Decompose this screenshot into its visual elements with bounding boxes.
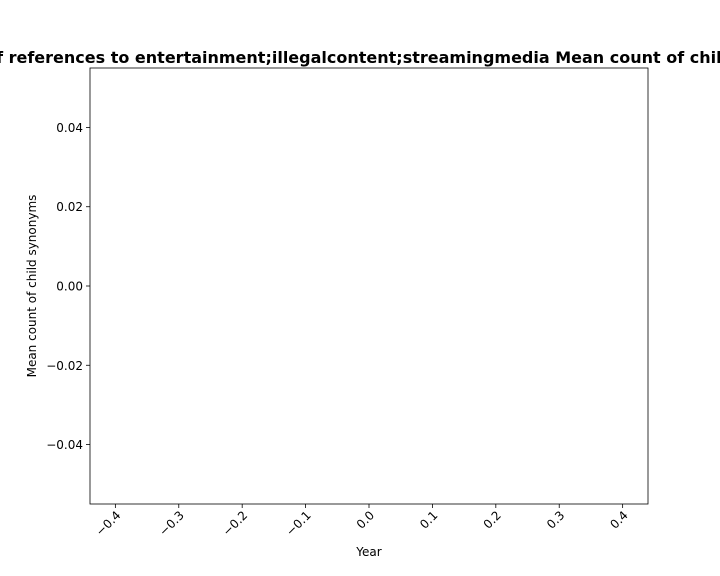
- plot-frame: [89, 67, 649, 505]
- x-tick-label: 0.0: [354, 508, 377, 531]
- plot-area: [89, 67, 649, 505]
- x-tick-label: 0.3: [544, 508, 567, 531]
- y-tick-label: 0.02: [56, 200, 83, 214]
- y-tick-label: −0.02: [46, 359, 83, 373]
- y-tick-label: −0.04: [46, 438, 83, 452]
- y-tick-label: 0.00: [56, 280, 83, 294]
- y-axis-ticks: −0.04 −0.02 0.00 0.02 0.04: [46, 121, 90, 452]
- x-tick-label: 0.2: [481, 508, 504, 531]
- x-tick-label: −0.2: [220, 508, 251, 539]
- x-tick-label: −0.3: [156, 508, 187, 539]
- x-axis-label: Year: [355, 545, 381, 559]
- y-tick-label: 0.04: [56, 121, 83, 135]
- x-axis-ticks: −0.4 −0.3 −0.2 −0.1 0.0 0.1 0.2 0.3 0.4: [93, 504, 631, 539]
- chart-title: Amount of references to entertainment;il…: [0, 48, 720, 67]
- y-axis-label: Mean count of child synonyms: [25, 195, 39, 378]
- x-tick-label: 0.4: [607, 508, 630, 531]
- x-tick-label: −0.1: [283, 508, 314, 539]
- x-tick-label: −0.4: [93, 508, 124, 539]
- x-tick-label: 0.1: [417, 508, 440, 531]
